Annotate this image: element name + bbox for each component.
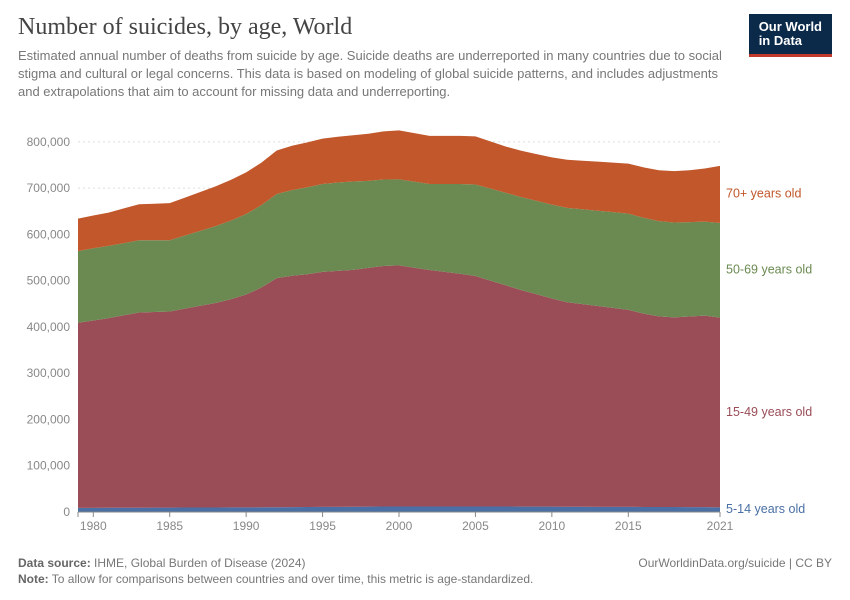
- svg-text:0: 0: [63, 505, 70, 519]
- stacked-area-chart: 0 100,000 200,000 300,000 400,000 500,000 600,…: [18, 120, 832, 540]
- svg-text:1990: 1990: [233, 519, 260, 533]
- svg-text:1980: 1980: [80, 519, 107, 533]
- header: Number of suicides, by age, World Estima…: [18, 14, 832, 102]
- series-label: 5-14 years old: [726, 502, 805, 516]
- logo-line1: Our World: [759, 19, 822, 34]
- svg-text:2015: 2015: [615, 519, 642, 533]
- attribution: OurWorldinData.org/suicide | CC BY: [638, 556, 832, 588]
- svg-text:500,000: 500,000: [27, 273, 71, 287]
- svg-text:2010: 2010: [539, 519, 566, 533]
- svg-text:400,000: 400,000: [27, 320, 71, 334]
- svg-text:600,000: 600,000: [27, 227, 71, 241]
- svg-text:2005: 2005: [462, 519, 489, 533]
- footer: Data source: IHME, Global Burden of Dise…: [18, 556, 832, 588]
- series-label: 70+ years old: [726, 186, 801, 200]
- chart-title: Number of suicides, by age, World: [18, 14, 832, 41]
- svg-text:100,000: 100,000: [27, 458, 71, 472]
- note-label: Note:: [18, 572, 49, 586]
- chart-subtitle: Estimated annual number of deaths from s…: [18, 47, 738, 102]
- owid-logo: Our World in Data: [749, 14, 832, 57]
- svg-text:2000: 2000: [386, 519, 413, 533]
- svg-text:2021: 2021: [707, 519, 734, 533]
- note-text: To allow for comparisons between countri…: [52, 572, 534, 586]
- source-label: Data source:: [18, 556, 91, 570]
- chart-area: 0 100,000 200,000 300,000 400,000 500,000 600,…: [18, 120, 832, 550]
- svg-text:1985: 1985: [156, 519, 183, 533]
- series-label: 15-49 years old: [726, 404, 812, 418]
- series-label: 50-69 years old: [726, 262, 812, 276]
- source-text: IHME, Global Burden of Disease (2024): [94, 556, 305, 570]
- svg-text:800,000: 800,000: [27, 134, 71, 148]
- svg-text:300,000: 300,000: [27, 366, 71, 380]
- logo-line2: in Data: [759, 33, 802, 48]
- svg-text:700,000: 700,000: [27, 181, 71, 195]
- svg-text:1995: 1995: [309, 519, 336, 533]
- svg-text:200,000: 200,000: [27, 412, 71, 426]
